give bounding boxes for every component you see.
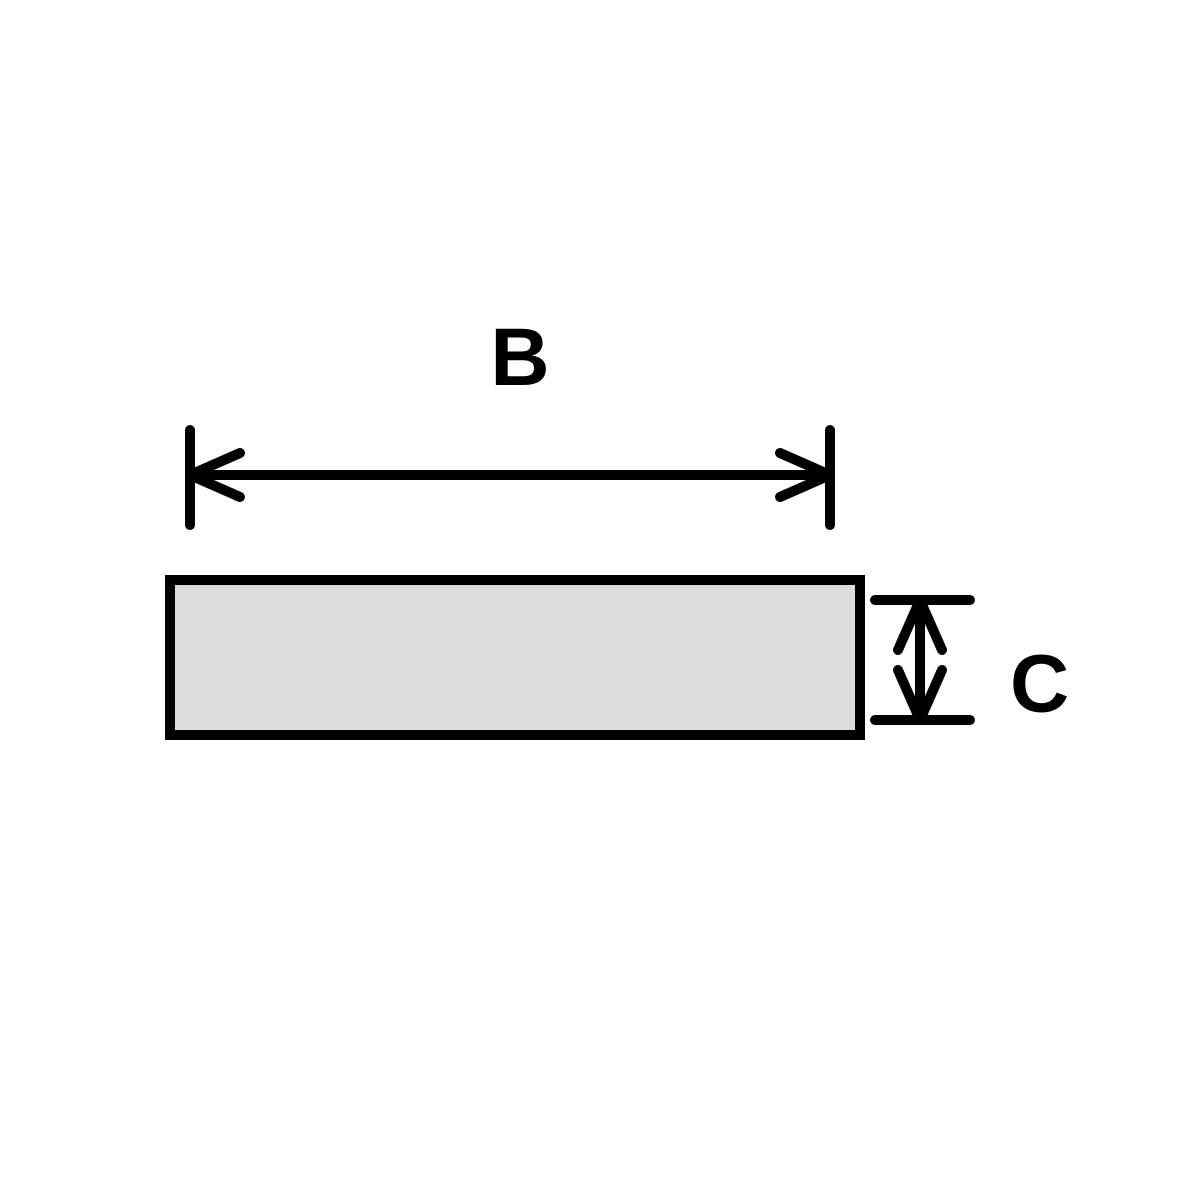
profile-rectangle xyxy=(170,580,860,735)
b-label: B xyxy=(490,312,549,403)
dimension-diagram: B C xyxy=(0,0,1200,1200)
c-label: C xyxy=(1010,639,1069,730)
